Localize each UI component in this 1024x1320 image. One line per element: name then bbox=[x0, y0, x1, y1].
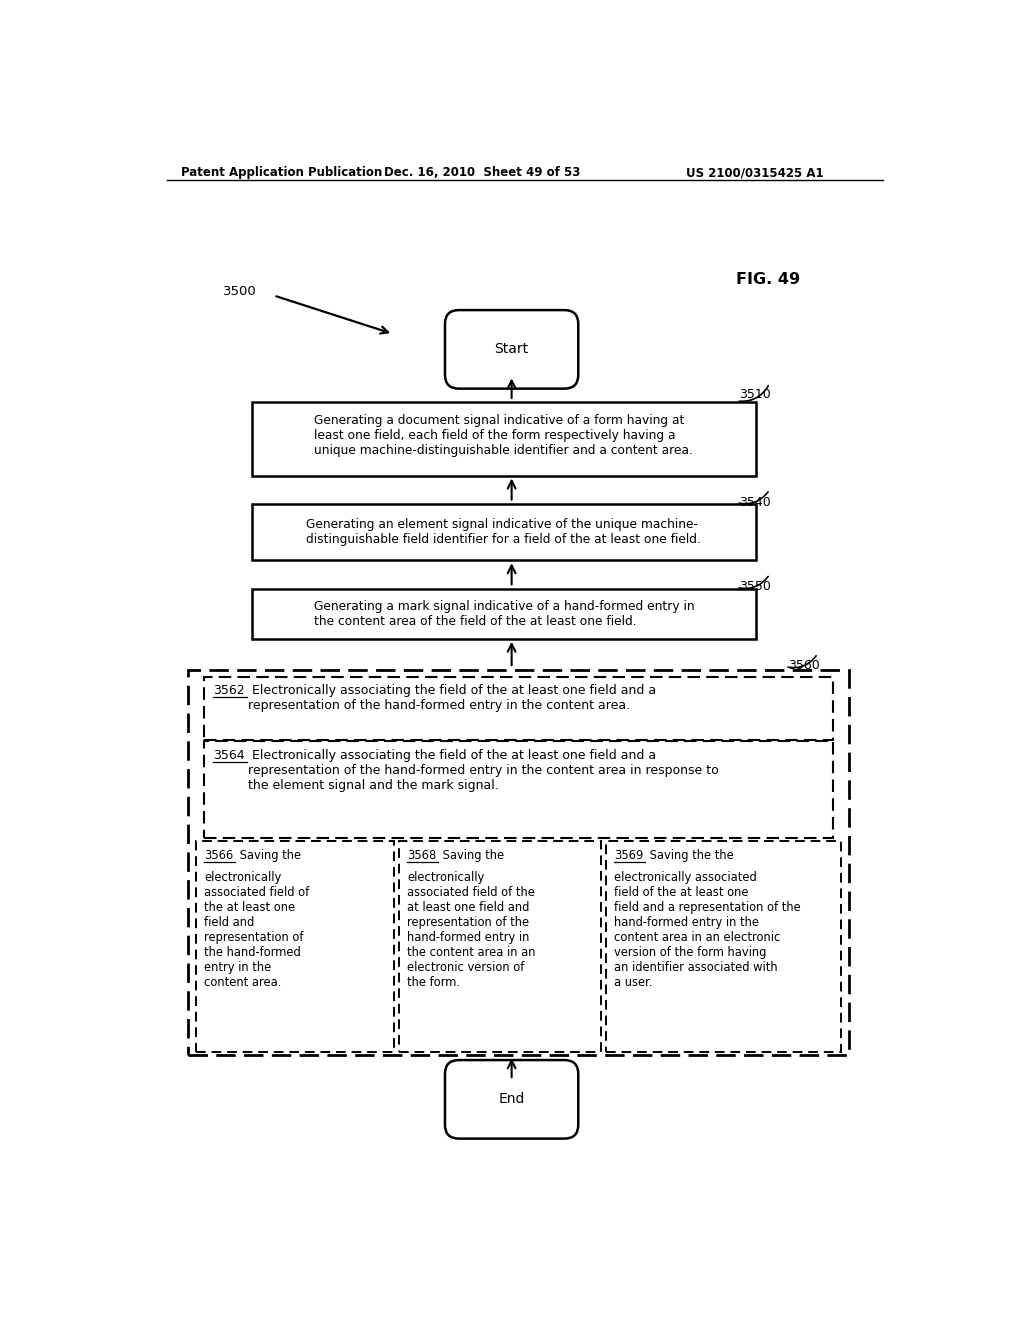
Bar bbox=[252, 504, 756, 561]
Text: Generating a mark signal indicative of a hand-formed entry in
the content area o: Generating a mark signal indicative of a… bbox=[313, 599, 694, 628]
Text: 3560: 3560 bbox=[788, 659, 820, 672]
Text: End: End bbox=[499, 1093, 525, 1106]
Text: Patent Application Publication: Patent Application Publication bbox=[180, 166, 382, 180]
Text: 3568: 3568 bbox=[407, 849, 436, 862]
Text: Saving the: Saving the bbox=[438, 849, 504, 862]
Text: Generating a document signal indicative of a form having at
least one field, eac: Generating a document signal indicative … bbox=[314, 414, 693, 458]
FancyBboxPatch shape bbox=[445, 310, 579, 388]
Text: Start: Start bbox=[495, 342, 528, 356]
Text: 3500: 3500 bbox=[222, 285, 256, 298]
Text: Saving the the: Saving the the bbox=[646, 849, 733, 862]
Text: Saving the: Saving the bbox=[236, 849, 301, 862]
Text: 3540: 3540 bbox=[738, 496, 770, 508]
Text: 3566: 3566 bbox=[204, 849, 233, 862]
Text: Electronically associating the field of the at least one field and a
representat: Electronically associating the field of … bbox=[248, 684, 656, 713]
FancyBboxPatch shape bbox=[445, 1060, 579, 1139]
Text: electronically associated
field of the at least one
field and a representation o: electronically associated field of the a… bbox=[614, 871, 801, 989]
Text: electronically
associated field of
the at least one
field and
representation of
: electronically associated field of the a… bbox=[204, 871, 309, 989]
Bar bbox=[252, 403, 756, 475]
Text: US 2100/0315425 A1: US 2100/0315425 A1 bbox=[686, 166, 823, 180]
Text: electronically
associated field of the
at least one field and
representation of : electronically associated field of the a… bbox=[407, 871, 536, 989]
Bar bbox=[252, 589, 756, 639]
Text: 3550: 3550 bbox=[738, 581, 771, 594]
Text: 3562: 3562 bbox=[213, 684, 245, 697]
Text: FIG. 49: FIG. 49 bbox=[736, 272, 801, 288]
Text: 3510: 3510 bbox=[738, 388, 770, 401]
Text: Generating an element signal indicative of the unique machine-
distinguishable f: Generating an element signal indicative … bbox=[306, 519, 701, 546]
Text: Electronically associating the field of the at least one field and a
representat: Electronically associating the field of … bbox=[248, 748, 719, 792]
Text: Dec. 16, 2010  Sheet 49 of 53: Dec. 16, 2010 Sheet 49 of 53 bbox=[384, 166, 581, 180]
Text: 3569: 3569 bbox=[614, 849, 643, 862]
Text: 3564: 3564 bbox=[213, 748, 245, 762]
